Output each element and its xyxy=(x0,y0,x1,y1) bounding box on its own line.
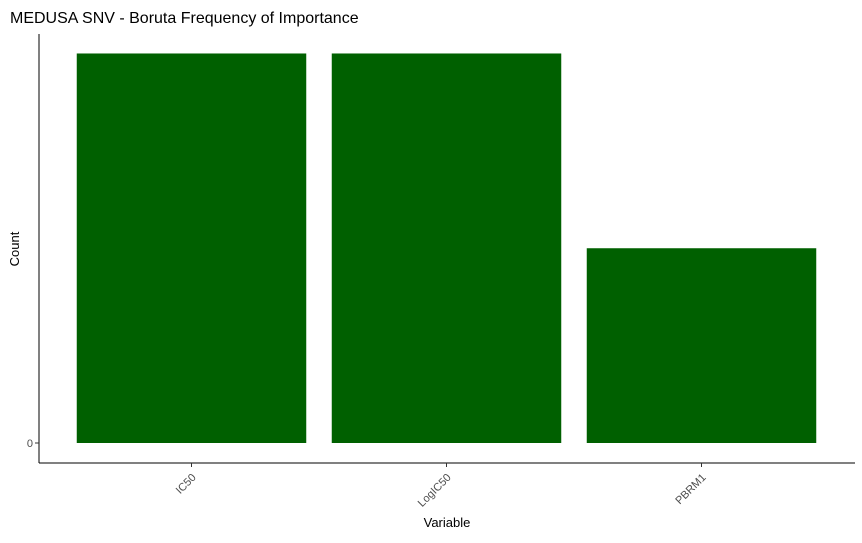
x-tick-label: LogIC50 xyxy=(416,472,454,510)
plot-area xyxy=(76,53,817,443)
bar-ic50 xyxy=(76,53,307,443)
x-axis-ticks: IC50 LogIC50 PBRM1 xyxy=(174,463,709,510)
bar-logic50 xyxy=(331,53,562,443)
x-tick-label: IC50 xyxy=(174,472,199,497)
x-tick-label: PBRM1 xyxy=(673,472,708,507)
chart-title: MEDUSA SNV - Boruta Frequency of Importa… xyxy=(10,10,359,27)
y-axis-ticks: 0 xyxy=(27,438,39,450)
x-axis-label: Variable xyxy=(424,515,471,530)
bar-pbrm1 xyxy=(586,248,817,443)
y-tick-label: 0 xyxy=(27,438,33,450)
y-axis-label: Count xyxy=(7,231,22,266)
